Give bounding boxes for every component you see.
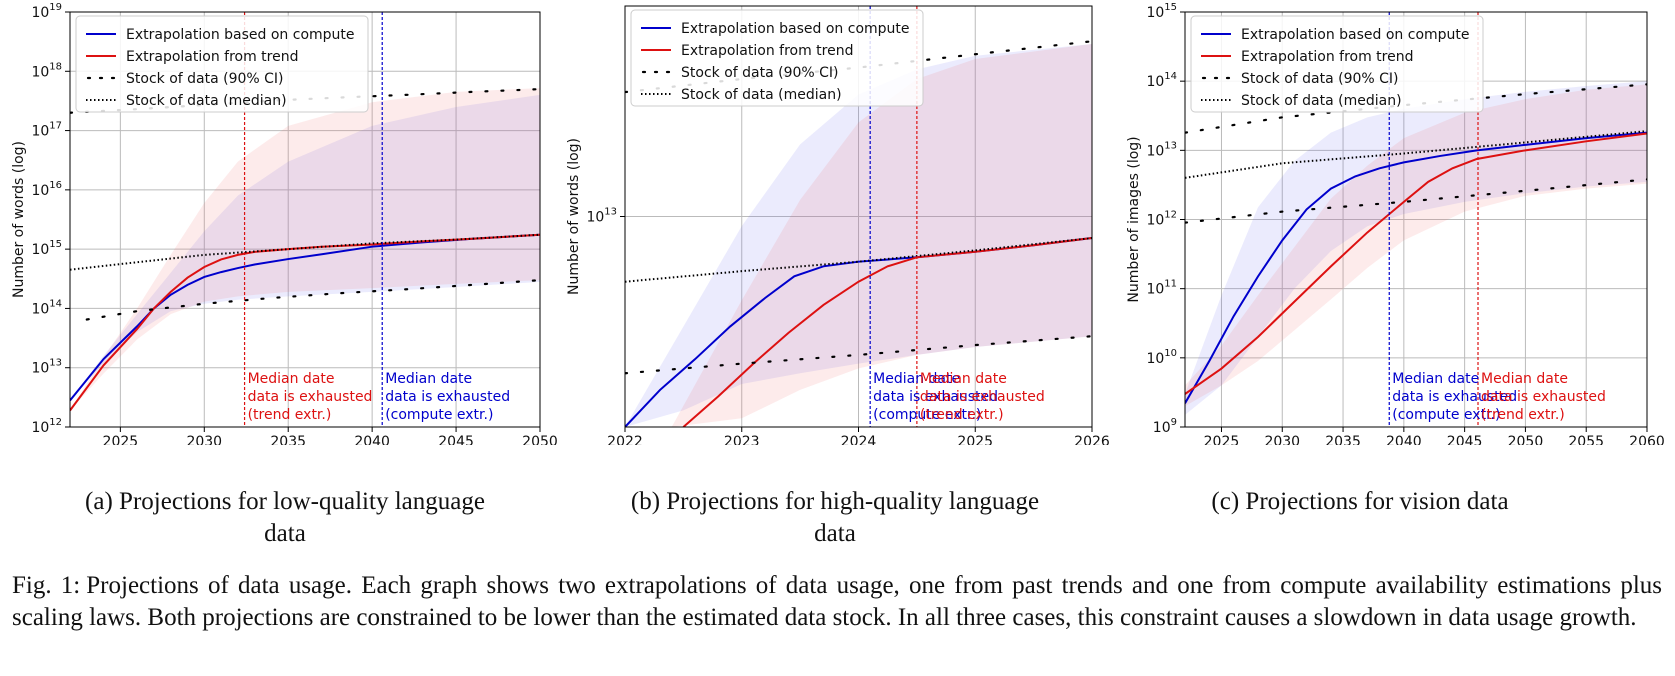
x-tick-label: 2040 bbox=[1386, 434, 1422, 445]
x-tick-label: 2030 bbox=[186, 434, 222, 445]
legend-box bbox=[630, 9, 924, 107]
median-date-label: data is exhausted bbox=[1481, 389, 1606, 405]
x-tick-label: 2024 bbox=[841, 434, 877, 445]
band-compute_band bbox=[1185, 81, 1647, 415]
subcaption-b: (b) Projections for high-quality languag… bbox=[630, 488, 1040, 547]
y-tick-label: 1015 bbox=[31, 239, 62, 258]
x-tick-label: 2045 bbox=[438, 434, 474, 445]
x-tick-label: 2040 bbox=[354, 434, 390, 445]
legend-box bbox=[75, 15, 369, 113]
median-date-label: data is exhausted bbox=[873, 389, 998, 405]
figure-caption-text: Projections of data usage. Each graph sh… bbox=[12, 572, 1663, 631]
median-date-label: data is exhausted bbox=[248, 389, 373, 405]
x-tick-label: 2025 bbox=[1204, 434, 1240, 445]
chart-b: Median date data is exhausted (compute ext… bbox=[566, 5, 1110, 445]
median-date-label: Median date bbox=[920, 371, 1007, 387]
subcaption-a: (a) Projections for low-quality language… bbox=[85, 488, 485, 547]
legend-label: Stock of data (90% CI) bbox=[126, 71, 284, 87]
y-tick-label: 1013 bbox=[31, 358, 62, 377]
compute-extrapolation-line bbox=[1185, 131, 1647, 404]
median-date-label: Median date bbox=[385, 371, 472, 387]
band-trend_band bbox=[1185, 84, 1647, 407]
median-date-label: (compute extr.) bbox=[873, 407, 981, 423]
median-date-label: data is exhausted bbox=[385, 389, 510, 405]
x-tick-label: 2023 bbox=[724, 434, 760, 445]
median-date-label: data is exhausted bbox=[1392, 389, 1517, 405]
y-axis-label: Number of words (log) bbox=[566, 138, 582, 295]
figure-caption: Fig. 1: Projections of data usage. Each g… bbox=[12, 570, 1662, 634]
stock-median-line bbox=[1185, 130, 1647, 179]
median-date-label: Median date bbox=[873, 371, 960, 387]
legend-label: Stock of data (median) bbox=[126, 93, 287, 109]
x-tick-label: 2035 bbox=[1325, 434, 1361, 445]
x-tick-label: 2045 bbox=[1447, 434, 1483, 445]
y-axis-label: Number of images (log) bbox=[1126, 136, 1142, 302]
trend-extrapolation-line bbox=[1185, 132, 1647, 395]
y-tick-label: 109 bbox=[1153, 417, 1177, 436]
stock-ci-line bbox=[1185, 83, 1647, 134]
x-tick-label: 2035 bbox=[270, 434, 306, 445]
median-date-label: (compute extr.) bbox=[1392, 407, 1500, 423]
y-tick-label: 1010 bbox=[1146, 348, 1177, 367]
x-tick-label: 2030 bbox=[1264, 434, 1300, 445]
band-compute_band bbox=[625, 43, 1092, 427]
x-tick-label: 2026 bbox=[1074, 434, 1110, 445]
x-tick-label: 2025 bbox=[957, 434, 993, 445]
x-tick-label: 2060 bbox=[1629, 434, 1665, 445]
y-tick-label: 1016 bbox=[31, 180, 62, 199]
y-tick-label: 1018 bbox=[31, 61, 62, 80]
x-tick-label: 2050 bbox=[1508, 434, 1544, 445]
y-tick-label: 1013 bbox=[586, 207, 617, 226]
subcaption-c: (c) Projections for vision data bbox=[1211, 488, 1509, 515]
median-date-label: (compute extr.) bbox=[385, 407, 493, 423]
y-tick-label: 1014 bbox=[31, 298, 62, 317]
legend-label: Stock of data (median) bbox=[681, 87, 842, 103]
x-tick-label: 2055 bbox=[1568, 434, 1604, 445]
y-tick-label: 1014 bbox=[1146, 71, 1177, 90]
y-tick-label: 1019 bbox=[31, 2, 62, 21]
legend-label: Stock of data (90% CI) bbox=[681, 65, 839, 81]
legend: Extrapolation based on compute Extrapolat… bbox=[75, 15, 369, 113]
median-date-label: data is exhausted bbox=[920, 389, 1045, 405]
y-axis-label: Number of words (log) bbox=[11, 141, 27, 298]
chart-a: Median date data is exhausted (trend extr.… bbox=[11, 2, 558, 445]
median-date-label: (trend extr.) bbox=[920, 407, 1004, 423]
legend: Extrapolation based on compute Extrapolat… bbox=[630, 9, 924, 107]
x-tick-label: 2025 bbox=[103, 434, 139, 445]
median-date-label: Median date bbox=[1392, 371, 1479, 387]
x-tick-label: 2022 bbox=[607, 434, 643, 445]
figure-caption-label: Fig. 1: bbox=[12, 572, 81, 599]
legend-label: Extrapolation based on compute bbox=[1241, 27, 1470, 43]
legend-label: Extrapolation from trend bbox=[681, 43, 853, 59]
trend-extrapolation-line bbox=[682, 237, 1092, 427]
y-tick-label: 1013 bbox=[1146, 140, 1177, 159]
legend-label: Extrapolation based on compute bbox=[681, 21, 910, 37]
stock-ci-line bbox=[1185, 178, 1647, 224]
median-date-label: Median date bbox=[248, 371, 335, 387]
plot-area bbox=[625, 6, 1092, 427]
median-date-label: Median date bbox=[1481, 371, 1568, 387]
y-tick-label: 1012 bbox=[1146, 210, 1177, 229]
y-tick-label: 1015 bbox=[1146, 2, 1177, 21]
y-tick-label: 1017 bbox=[31, 121, 62, 140]
median-date-label: (trend extr.) bbox=[248, 407, 332, 423]
legend-box bbox=[1190, 15, 1484, 113]
band-trend_band bbox=[671, 43, 1092, 427]
y-tick-label: 1012 bbox=[31, 417, 62, 436]
plot-area bbox=[70, 12, 540, 427]
band-trend_band bbox=[70, 88, 540, 411]
legend-label: Extrapolation based on compute bbox=[126, 27, 355, 43]
legend-label: Stock of data (90% CI) bbox=[1241, 71, 1399, 87]
y-tick-label: 1011 bbox=[1146, 279, 1177, 298]
legend: Extrapolation based on compute Extrapolat… bbox=[1190, 15, 1484, 113]
plot-area bbox=[1185, 12, 1647, 427]
legend-label: Extrapolation from trend bbox=[126, 49, 298, 65]
plot-frame bbox=[69, 11, 541, 428]
legend-label: Extrapolation from trend bbox=[1241, 49, 1413, 65]
median-date-label: (trend extr.) bbox=[1481, 407, 1565, 423]
legend-label: Stock of data (median) bbox=[1241, 93, 1402, 109]
x-tick-label: 2050 bbox=[522, 434, 558, 445]
